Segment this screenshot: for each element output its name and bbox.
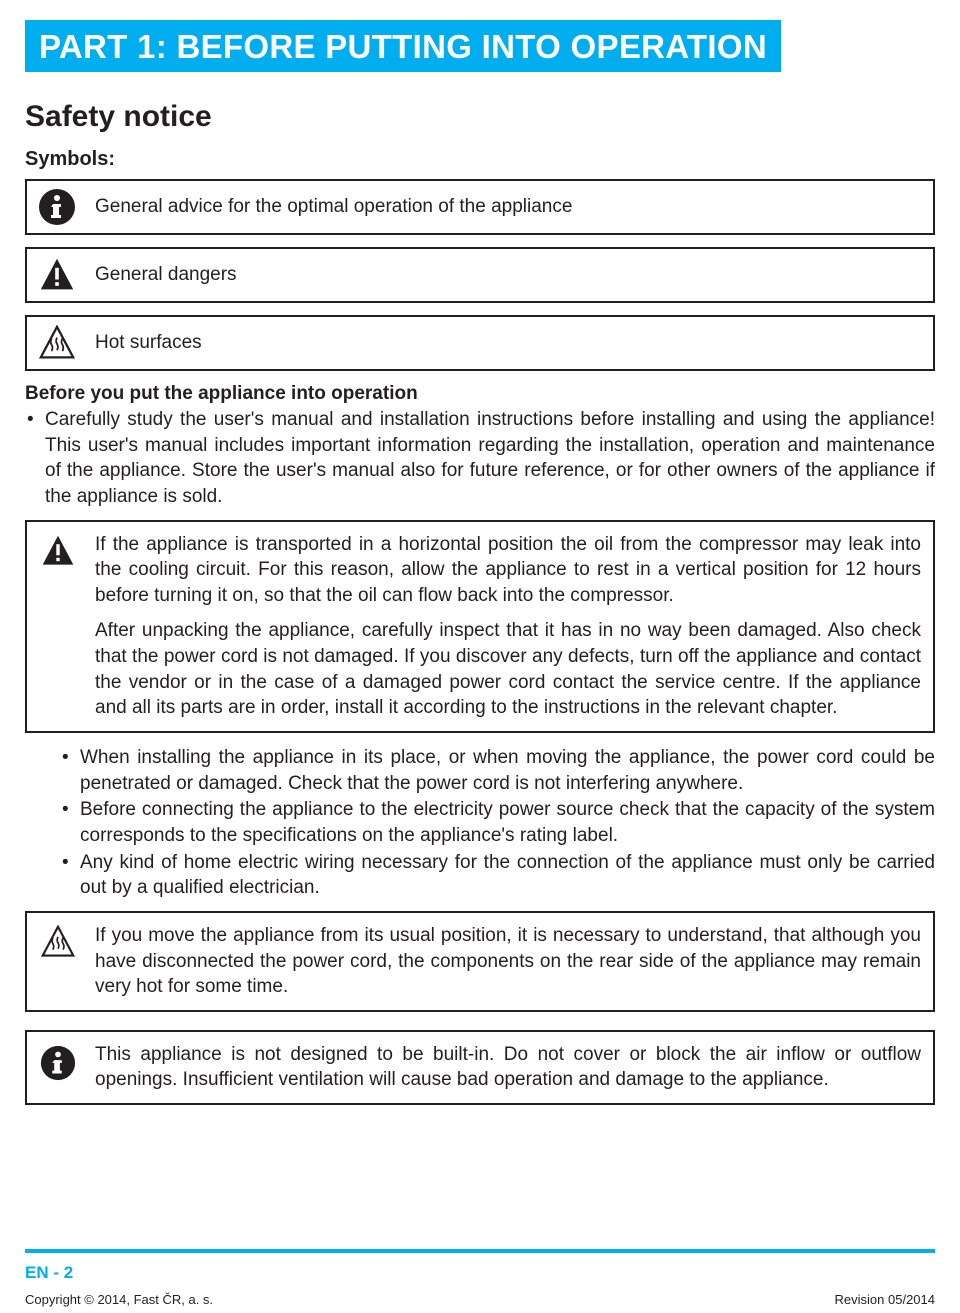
info-icon — [37, 187, 77, 227]
intro-bullet-list: Carefully study the user's manual and in… — [25, 407, 935, 510]
warning-icon — [37, 255, 77, 295]
symbols-label: Symbols: — [25, 148, 935, 171]
bullet-item: Before connecting the appliance to the e… — [80, 797, 935, 848]
hot-surface-icon — [39, 923, 79, 964]
installation-bullets: When installing the appliance in its pla… — [25, 745, 935, 901]
warning-paragraph: After unpacking the appliance, carefully… — [95, 618, 921, 721]
warning-icon — [39, 532, 79, 573]
copyright: Copyright © 2014, Fast ČR, a. s. — [25, 1292, 213, 1307]
bullet-item: Any kind of home electric wiring necessa… — [80, 850, 935, 901]
intro-bullet: Carefully study the user's manual and in… — [45, 407, 935, 510]
hot-surface-box: If you move the appliance from its usual… — [25, 911, 935, 1012]
footer-rule — [25, 1249, 935, 1253]
info-text: This appliance is not designed to be bui… — [95, 1042, 921, 1093]
symbol-row-info: General advice for the optimal operation… — [25, 179, 935, 235]
bullet-item: When installing the appliance in its pla… — [80, 745, 935, 796]
info-icon — [39, 1042, 79, 1087]
symbol-text: General dangers — [95, 262, 237, 288]
page-number: EN - 2 — [25, 1263, 73, 1283]
transport-warning-box: If the appliance is transported in a hor… — [25, 520, 935, 733]
revision: Revision 05/2014 — [835, 1292, 935, 1307]
warning-paragraph: If the appliance is transported in a hor… — [95, 532, 921, 609]
symbol-row-hot: Hot surfaces — [25, 315, 935, 371]
symbol-text: Hot surfaces — [95, 330, 202, 356]
part-banner: PART 1: BEFORE PUTTING INTO OPERATION — [25, 20, 781, 72]
ventilation-info-box: This appliance is not designed to be bui… — [25, 1030, 935, 1105]
symbol-row-warning: General dangers — [25, 247, 935, 303]
symbol-text: General advice for the optimal operation… — [95, 194, 572, 220]
safety-heading: Safety notice — [25, 100, 935, 134]
before-heading: Before you put the appliance into operat… — [25, 383, 935, 405]
hot-surface-text: If you move the appliance from its usual… — [95, 923, 921, 1000]
hot-surface-icon — [37, 323, 77, 363]
